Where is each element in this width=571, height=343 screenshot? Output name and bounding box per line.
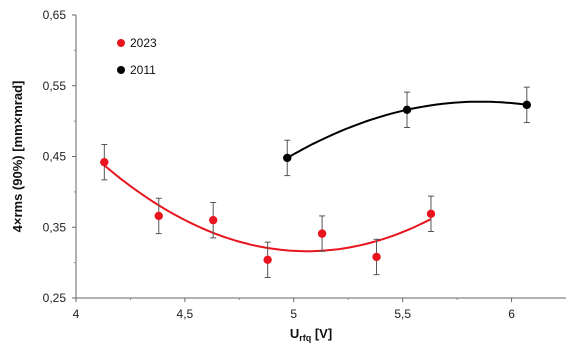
data-points <box>100 86 531 278</box>
marker <box>522 100 531 110</box>
series-2023-point <box>100 143 109 181</box>
series-2023-fit-curve <box>103 164 432 253</box>
y-tick-label: 0,25 <box>43 291 67 305</box>
legend: 2023 2011 <box>117 36 157 77</box>
y-tick-label: 0,65 <box>43 8 67 22</box>
marker <box>317 229 327 238</box>
series-2023-point <box>209 201 218 239</box>
series-2023-point <box>317 215 327 252</box>
y-tick-label: 0,45 <box>43 150 67 164</box>
x-tick-label: 5 <box>290 307 297 321</box>
marker <box>372 252 381 262</box>
series-2023-point <box>263 241 272 278</box>
marker <box>100 157 109 167</box>
marker <box>283 153 292 163</box>
axes: 4 4,5 5 5,5 6 0,25 0,35 0,45 0,55 0,65 <box>43 8 566 321</box>
marker <box>402 105 412 115</box>
series-2023-point <box>426 195 436 232</box>
legend-marker-2023 <box>117 39 125 47</box>
x-axis-title-main: U <box>290 326 299 341</box>
marker <box>426 209 436 219</box>
x-tick-label: 4 <box>73 307 80 321</box>
x-tick-label: 4,5 <box>177 307 194 321</box>
x-axis-title-unit: [V] <box>311 326 332 341</box>
series-2011-point <box>522 86 531 124</box>
x-tick-label: 5,5 <box>394 307 411 321</box>
series-2011-point <box>283 139 292 177</box>
legend-marker-2011 <box>117 66 125 74</box>
x-axis-title: Urfq [V] <box>290 326 332 343</box>
legend-label-2023: 2023 <box>130 36 157 50</box>
y-axis-title: 4×rms (90%) [mm×mrad] <box>10 81 25 233</box>
marker <box>263 255 272 264</box>
x-tick-label: 6 <box>508 307 515 321</box>
series-2023-point <box>372 238 381 276</box>
marker <box>154 211 163 221</box>
marker <box>209 215 218 225</box>
x-axis-title-sub: rfq <box>299 333 311 343</box>
y-tick-label: 0,55 <box>43 79 67 93</box>
series-2023-point <box>154 197 163 235</box>
legend-label-2011: 2011 <box>130 63 156 77</box>
y-tick-label: 0,35 <box>43 220 67 234</box>
fit-curves <box>103 100 527 253</box>
series-2011-point <box>402 91 412 128</box>
